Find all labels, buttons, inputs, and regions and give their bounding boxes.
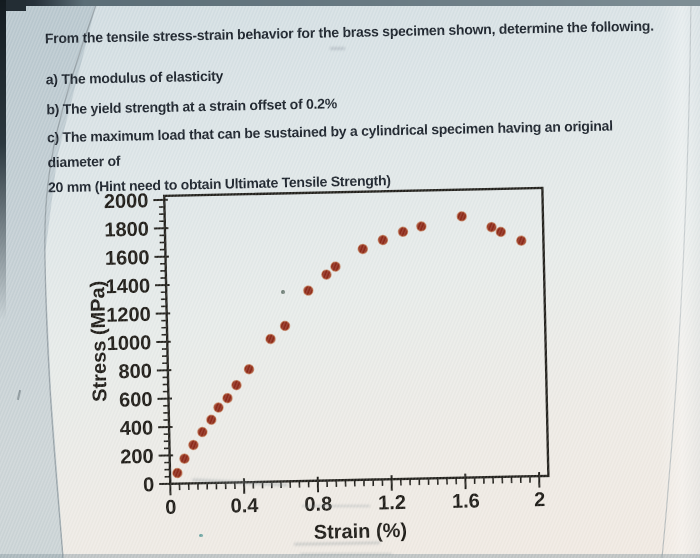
screen-corner-shadow bbox=[0, 0, 26, 11]
data-point bbox=[330, 261, 341, 272]
y-tick-label: 200 bbox=[120, 446, 154, 469]
data-point bbox=[197, 426, 208, 438]
data-point bbox=[213, 402, 224, 413]
x-tick-label: 0.4 bbox=[230, 495, 259, 518]
y-tick-label: 1000 bbox=[107, 332, 152, 355]
y-tick-label: 1600 bbox=[105, 247, 150, 270]
y-tick-label: 800 bbox=[118, 361, 152, 384]
data-point bbox=[206, 414, 217, 425]
data-point bbox=[357, 243, 369, 255]
x-tick-label: 0 bbox=[165, 497, 177, 519]
y-axis-title: Stress (MPa) bbox=[87, 280, 112, 402]
data-point bbox=[172, 467, 183, 479]
plot-frame bbox=[162, 186, 550, 486]
data-point bbox=[495, 226, 507, 238]
stress-strain-chart: 0 200 400 600 800 1000 1200 1400 1600 1800 2000 0 0.… bbox=[87, 186, 550, 544]
screen-left-shadow bbox=[0, 0, 6, 320]
data-point bbox=[188, 439, 199, 451]
x-tick-label: 2 bbox=[534, 489, 546, 511]
y-tick-label: 0 bbox=[143, 474, 155, 496]
y-tick-label: 2000 bbox=[104, 190, 149, 213]
data-point bbox=[222, 392, 233, 404]
data-point bbox=[377, 234, 389, 246]
y-tick-label: 600 bbox=[119, 389, 153, 412]
screen-bottom-edge bbox=[0, 554, 700, 558]
data-point bbox=[231, 379, 242, 391]
data-point bbox=[243, 363, 255, 375]
problem-statement: From the tensile stress-strain behavior … bbox=[44, 17, 654, 47]
data-point bbox=[279, 320, 291, 332]
data-point bbox=[179, 453, 190, 464]
x-tick-label: 1.6 bbox=[452, 490, 480, 513]
y-tick-label: 400 bbox=[119, 417, 153, 440]
question-c-line1: c) The maximum load that can be sustaine… bbox=[46, 117, 613, 171]
data-point bbox=[516, 235, 527, 246]
x-tick-label: 1.2 bbox=[378, 492, 406, 515]
screen-top-edge bbox=[0, 0, 700, 6]
x-axis-title: Strain (%) bbox=[314, 520, 408, 544]
y-tick-label: 1400 bbox=[105, 275, 150, 298]
x-tick-label: 0.8 bbox=[304, 493, 332, 516]
data-point bbox=[321, 269, 332, 280]
data-point bbox=[303, 285, 314, 296]
y-tick-label: 1800 bbox=[104, 219, 149, 242]
data-point bbox=[456, 211, 467, 222]
y-tick-label: 1200 bbox=[106, 304, 151, 327]
data-point bbox=[486, 221, 497, 233]
data-point bbox=[265, 333, 276, 345]
data-point bbox=[397, 226, 409, 238]
data-point bbox=[416, 221, 427, 232]
